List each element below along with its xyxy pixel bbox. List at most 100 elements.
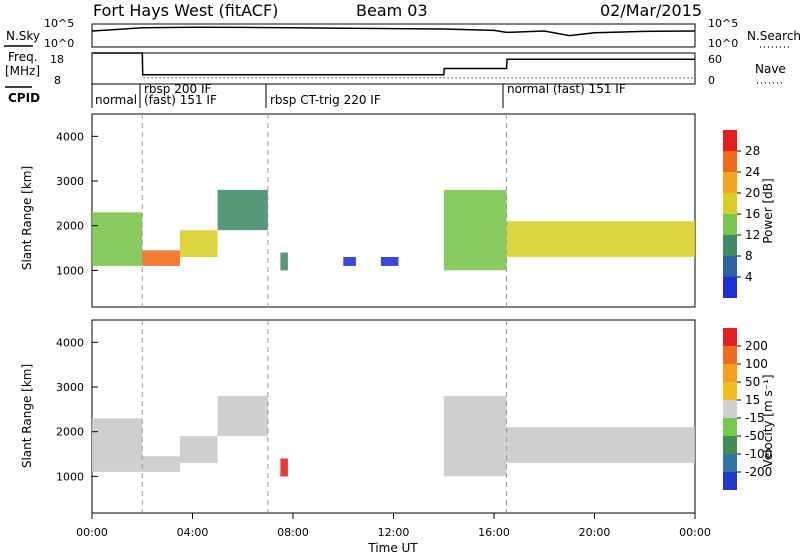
colorbar-tick-label: 8 (745, 249, 753, 263)
power-region-3 (217, 189, 268, 231)
y-tick-label: 2000 (56, 426, 84, 439)
power-region-6 (380, 257, 399, 266)
colorbar-block (723, 418, 737, 436)
velocity-panel: Slant Range [km] 1000 2000 3000 4000 (20, 319, 696, 514)
cpid-mode-normal: normal (95, 93, 137, 107)
power-region-7 (443, 189, 507, 271)
colorbar-block (723, 328, 737, 346)
colorbar-tick-label: -50 (745, 429, 765, 443)
colorbar-block (723, 172, 737, 193)
y-tick-label: 1000 (56, 470, 84, 483)
power-region-5 (343, 257, 356, 266)
power-region-0 (92, 212, 143, 266)
power-data (92, 189, 695, 271)
colorbar-tick-label: -15 (745, 411, 765, 425)
velocity-region-5 (443, 395, 507, 477)
colorbar-block (723, 214, 737, 235)
velocity-data (92, 395, 695, 477)
y-tick-label: 4000 (56, 130, 84, 143)
velocity-yticks: 1000 2000 3000 4000 (56, 336, 98, 483)
x-tick-label: 20:00 (579, 526, 611, 539)
power-panel: Slant Range [km] 1000 2000 3000 4000 (20, 113, 696, 308)
nsky-label: N.Sky (6, 29, 40, 43)
velocity-region-2 (179, 436, 218, 463)
velocity-region-0 (92, 418, 143, 472)
power-colorbar-label: Power [dB] (761, 178, 775, 243)
velocity-colorbar-ticks: -200 -100 -50 -15 15 50 100 200 (737, 339, 772, 479)
freq-panel: Freq. [MHz] 18 8 60 0 Nave (5, 50, 786, 87)
colorbar-block (723, 436, 737, 454)
colorbar-tick-label: 12 (745, 228, 760, 242)
colorbar-block (723, 346, 737, 364)
colorbar-tick-label: 28 (745, 144, 760, 158)
colorbar-block (723, 382, 737, 400)
cpid-mode-fast-151: (fast) 151 IF (144, 93, 217, 107)
velocity-colorbar-blocks (723, 328, 737, 490)
velocity-colorbar-label: Velocity [m s⁻¹] (761, 374, 775, 467)
x-tick-label: 04:00 (177, 526, 209, 539)
nave-label: Nave (755, 62, 786, 76)
colorbar-tick-label: 100 (745, 357, 768, 371)
velocity-region-6 (506, 427, 695, 463)
nave-tick-top: 60 (708, 53, 722, 66)
freq-tick-bottom: 8 (54, 74, 61, 87)
colorbar-block (723, 364, 737, 382)
freq-tick-top: 18 (50, 53, 64, 66)
colorbar-block (723, 130, 737, 151)
power-colorbar-ticks: 4 8 12 16 20 24 28 (737, 144, 760, 284)
cpid-mode-rbsp-ct-trig: rbsp CT-trig 220 IF (270, 93, 381, 107)
freq-series-line (92, 52, 695, 76)
y-tick-label: 3000 (56, 175, 84, 188)
y-tick-label: 4000 (56, 336, 84, 349)
colorbar-block (723, 193, 737, 214)
x-tick-label: 00:00 (76, 526, 108, 539)
colorbar-block (723, 472, 737, 490)
cpid-mode-rbsp-200: rbsp 200 IF (144, 82, 211, 96)
power-region-1 (142, 250, 180, 266)
colorbar-tick-label: 4 (745, 270, 753, 284)
colorbar-block (723, 454, 737, 472)
colorbar-tick-label: 15 (745, 393, 760, 407)
x-tick-label: 08:00 (277, 526, 309, 539)
nsearch-tick-bottom: 10^0 (708, 37, 738, 50)
colorbar-block (723, 151, 737, 172)
cpid-mode-normal-fast: normal (fast) 151 IF (507, 82, 626, 96)
nave-tick-bottom: 0 (708, 74, 715, 87)
time-axis-label: Time UT (367, 541, 418, 554)
x-tick-label: 16:00 (478, 526, 510, 539)
velocity-region-1 (142, 456, 180, 472)
velocity-ylabel: Slant Range [km] (20, 364, 34, 468)
colorbar-tick-label: 24 (745, 165, 760, 179)
beam-label: Beam 03 (356, 1, 428, 20)
velocity-region-3 (217, 395, 268, 437)
y-tick-label: 2000 (56, 220, 84, 233)
x-tick-label: 12:00 (378, 526, 410, 539)
power-region-8 (506, 221, 695, 257)
power-region-2 (179, 230, 218, 257)
colorbar-block (723, 235, 737, 256)
colorbar-tick-label: 200 (745, 339, 768, 353)
colorbar-tick-label: 16 (745, 207, 760, 221)
power-colorbar: 4 8 12 16 20 24 28 Power [dB] (723, 130, 775, 298)
power-colorbar-blocks (723, 130, 737, 298)
nsky-tick-bottom: 10^0 (44, 37, 74, 50)
colorbar-block (723, 400, 737, 418)
freq-label-line1: Freq. (8, 50, 38, 64)
radar-title: Fort Hays West (fitACF) (93, 1, 278, 20)
time-axis-ticks: 00:00 04:00 08:00 12:00 16:00 20:00 00:00 (76, 513, 711, 539)
power-ylabel: Slant Range [km] (20, 166, 34, 270)
nsky-panel: N.Sky 10^5 10^0 10^5 10^0 N.Search (4, 17, 800, 50)
nsearch-tick-top: 10^5 (708, 17, 738, 30)
colorbar-tick-label: 50 (745, 375, 760, 389)
power-region-4 (280, 252, 288, 271)
nsearch-label: N.Search (747, 29, 800, 43)
colorbar-block (723, 277, 737, 298)
velocity-colorbar: -200 -100 -50 -15 15 50 100 200 Velocity [m s⁻¹… (723, 328, 775, 490)
colorbar-block (723, 256, 737, 277)
power-yticks: 1000 2000 3000 4000 (56, 130, 98, 277)
nave-series-line (92, 52, 695, 79)
colorbar-tick-label: 20 (745, 186, 760, 200)
cpid-panel: CPID normal rbsp 200 IF (fast) 151 IF rb… (5, 82, 626, 108)
freq-label-line2: [MHz] (5, 64, 40, 78)
